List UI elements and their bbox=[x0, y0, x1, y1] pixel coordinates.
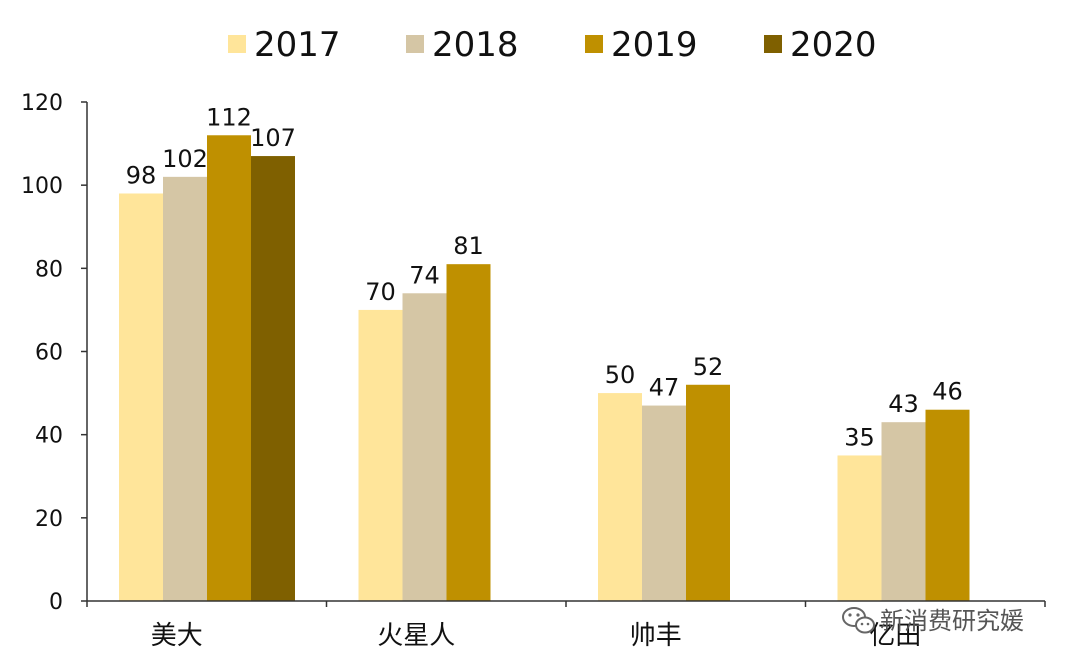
wechat-icon bbox=[842, 607, 875, 634]
legend-label-2019: 2019 bbox=[611, 25, 698, 65]
bar-2019-0 bbox=[207, 135, 251, 601]
bar-2017-0 bbox=[119, 193, 163, 601]
data-label-2019-0: 112 bbox=[206, 103, 252, 131]
y-tick-label: 20 bbox=[35, 507, 63, 532]
data-label-2017-3: 35 bbox=[844, 423, 875, 451]
bar-2018-3 bbox=[881, 422, 926, 601]
data-label-2020-0: 107 bbox=[250, 124, 296, 152]
legend-swatch-2017 bbox=[228, 35, 246, 53]
y-tick-label: 100 bbox=[21, 174, 63, 199]
x-category-label: 火星人 bbox=[377, 621, 455, 651]
x-category-label: 帅丰 bbox=[630, 621, 682, 651]
legend-label-2017: 2017 bbox=[254, 25, 341, 65]
x-category-label: 亿田 bbox=[869, 621, 921, 651]
bar-2018-2 bbox=[642, 405, 686, 601]
data-label-2019-2: 52 bbox=[693, 353, 724, 381]
y-tick-label: 40 bbox=[35, 424, 63, 449]
y-tick-label: 0 bbox=[49, 590, 63, 615]
bar-2019-3 bbox=[925, 409, 970, 601]
x-axis: 美大 火星人 帅丰 亿田 bbox=[86, 600, 1046, 651]
bar-2017-2 bbox=[598, 393, 642, 601]
data-label-2019-1: 81 bbox=[453, 232, 484, 260]
data-label-2017-1: 70 bbox=[365, 278, 396, 306]
legend-label-2018: 2018 bbox=[432, 25, 519, 65]
data-label-2017-2: 50 bbox=[605, 361, 636, 389]
legend-swatch-2019 bbox=[585, 35, 603, 53]
bar-2018-1 bbox=[402, 293, 447, 601]
watermark-text: 新消费研究媛 bbox=[880, 607, 1024, 635]
data-label-2018-0: 102 bbox=[162, 145, 208, 173]
y-tick-label: 60 bbox=[35, 341, 63, 366]
bar-2019-1 bbox=[446, 264, 491, 601]
y-axis: 0 20 40 60 80 100 120 bbox=[21, 91, 88, 615]
bar-2017-1 bbox=[358, 309, 403, 601]
data-label-2018-1: 74 bbox=[409, 261, 440, 289]
legend-swatch-2018 bbox=[406, 35, 424, 53]
legend: 2017 2018 2019 2020 bbox=[228, 25, 877, 65]
watermark: 新消费研究媛 bbox=[842, 607, 1024, 635]
y-tick-label: 80 bbox=[35, 257, 63, 282]
bar-2019-2 bbox=[686, 384, 730, 601]
legend-label-2020: 2020 bbox=[790, 25, 877, 65]
x-category-label: 美大 bbox=[151, 621, 203, 651]
bar-2017-3 bbox=[837, 455, 882, 601]
data-label-2019-3: 46 bbox=[932, 378, 963, 406]
legend-swatch-2020 bbox=[764, 35, 782, 53]
data-label-2018-3: 43 bbox=[888, 390, 919, 418]
data-label-2017-0: 98 bbox=[126, 161, 157, 189]
bar-2020-0 bbox=[251, 156, 295, 601]
y-tick-label: 120 bbox=[21, 91, 63, 116]
bar-2018-0 bbox=[163, 176, 207, 601]
data-label-2018-2: 47 bbox=[649, 374, 680, 402]
